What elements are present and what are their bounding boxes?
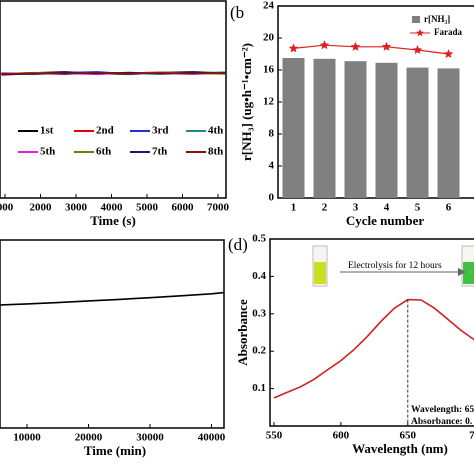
fe-marker [412, 45, 423, 54]
bar [313, 58, 336, 198]
x-tick-label: 3 [353, 202, 359, 214]
y-tick-label: 0.3 [252, 307, 266, 319]
bar [437, 68, 460, 199]
plot-frame [0, 0, 227, 199]
data-line [273, 298, 474, 399]
x-tick-label: 3000 [65, 202, 88, 214]
arrow-head [458, 268, 466, 276]
legend-label: 6th [96, 146, 111, 158]
legend-label: 1st [40, 125, 54, 137]
legend-label: 4th [208, 125, 223, 137]
cuvette-liquid [314, 262, 326, 284]
x-tick-label: 70 [469, 430, 474, 442]
legend-label: 8th [208, 146, 223, 158]
plot-frame [269, 238, 474, 427]
legend-label: 7th [152, 146, 167, 158]
annotation: Absorbance: 0. [411, 417, 472, 427]
x-axis-label: Time (s) [90, 213, 136, 228]
x-tick-label: 40000 [198, 432, 226, 444]
x-tick-label: 2000 [29, 202, 52, 214]
x-tick-label: 10000 [13, 432, 41, 444]
y-tick-label: 0.1 [252, 382, 266, 394]
annotation: Electrolysis for 12 hours [348, 260, 442, 271]
x-tick-label: 7000 [207, 202, 230, 214]
x-axis-label: Cycle number [346, 213, 425, 228]
x-tick-label: 6000 [172, 202, 195, 214]
bar [344, 61, 367, 199]
legend-label: r[NH₃] [424, 14, 450, 24]
legend-label: 2nd [96, 125, 114, 137]
fe-line [293, 44, 449, 55]
y-tick-label: 0.2 [252, 345, 266, 357]
x-tick-label: 6 [446, 202, 452, 214]
x-axis-label: Time (min) [84, 443, 146, 458]
y-tick-label: 16 [263, 64, 275, 76]
cuvette-liquid [463, 262, 474, 284]
panel-label: (d) [228, 235, 248, 254]
legend-marker [416, 29, 424, 37]
plot-frame [0, 239, 225, 429]
x-tick-label: 5 [415, 202, 421, 214]
legend-label: 3rd [152, 125, 169, 137]
x-tick-label: 650 [400, 430, 417, 442]
y-tick-label: 4 [269, 160, 275, 172]
y-tick-label: 12 [263, 96, 275, 108]
x-tick-label: 5000 [136, 202, 159, 214]
fe-marker [350, 41, 361, 51]
y-tick-label: 8 [269, 128, 275, 140]
y-axis-label: r[NH₃] (ug•h⁻¹•cm⁻²) [239, 43, 254, 161]
x-axis-label: Wavelength (nm) [352, 441, 448, 456]
x-tick-label: 2 [322, 202, 328, 214]
panel-label: (b [230, 3, 244, 22]
fe-marker [381, 41, 392, 51]
y-tick-label: 20 [263, 32, 275, 44]
x-tick-label: 550 [266, 430, 283, 442]
fe-marker [443, 49, 454, 58]
legend-label: 5th [40, 146, 55, 158]
annotation: Wavelength: 65 [411, 405, 474, 415]
x-tick-label: 600 [333, 430, 350, 442]
x-tick-label: 000 [0, 202, 14, 214]
y-axis-label: Absorbance [235, 299, 250, 366]
y-tick-label: 0.4 [252, 270, 266, 282]
fe-marker [288, 43, 299, 53]
x-tick-label: 30000 [136, 432, 164, 444]
data-line [1, 71, 226, 75]
bar [406, 67, 429, 198]
y-tick-label: 0.5 [252, 233, 266, 245]
y-tick-label: 0 [269, 192, 275, 204]
x-tick-label: 1 [291, 202, 297, 214]
bar [282, 58, 305, 198]
x-tick-label: 4 [384, 202, 390, 214]
fe-marker [319, 40, 330, 50]
x-tick-label: 20000 [75, 432, 103, 444]
data-line [0, 291, 224, 306]
y-tick-label: 24 [263, 0, 275, 12]
bar [375, 62, 398, 198]
legend-label: Farada [434, 27, 462, 37]
legend-swatch [412, 16, 420, 23]
x-tick-label: 4000 [100, 202, 123, 214]
